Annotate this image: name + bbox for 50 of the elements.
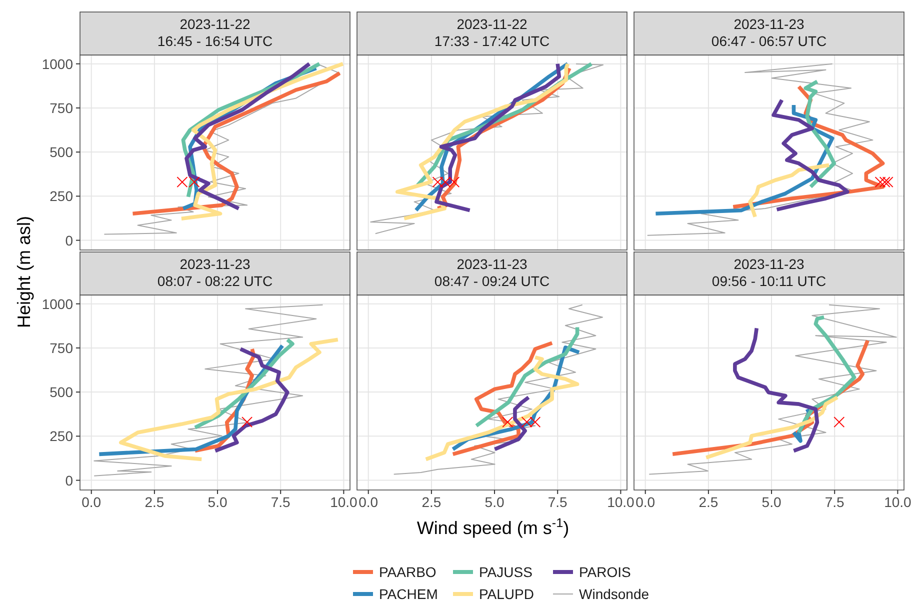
x-tick-label: 5.0 xyxy=(484,494,504,510)
chart-subtitle: 08:47 - 09:24 UTC xyxy=(434,273,550,289)
x-tick-label: 0.0 xyxy=(636,494,656,510)
chart-subtitle: 06:47 - 06:57 UTC xyxy=(711,33,827,49)
y-tick-label: 1000 xyxy=(42,56,74,72)
chart-title: 2023-11-23 xyxy=(456,256,528,272)
x-tick-label: 10.0 xyxy=(330,494,358,510)
y-tick-label: 0 xyxy=(65,472,74,488)
line-series xyxy=(118,338,340,462)
legend-label: PAJUSS xyxy=(479,564,532,580)
y-tick-label: 750 xyxy=(50,100,74,116)
chart-subtitle: 16:45 - 16:54 UTC xyxy=(157,33,273,49)
x-tick-label: 5.0 xyxy=(762,494,782,510)
line-series xyxy=(180,62,345,220)
x-tick-label: 5.0 xyxy=(208,494,228,510)
x-tick-label: 10.0 xyxy=(884,494,912,510)
chart-title: 2023-11-23 xyxy=(180,256,250,272)
line-series xyxy=(213,347,290,453)
line-series xyxy=(94,304,324,476)
chart-title: 2023-11-23 xyxy=(734,16,804,32)
x-tick-label: 10.0 xyxy=(607,494,635,510)
legend-label: PAARBO xyxy=(379,564,436,580)
x-tick-label: 0.0 xyxy=(82,494,102,510)
chart-title: 2023-11-23 xyxy=(734,256,804,272)
y-tick-label: 1000 xyxy=(42,296,74,312)
y-tick-label: 750 xyxy=(50,340,74,356)
x-tick-label: 7.5 xyxy=(270,494,291,510)
y-axis-title: Height (m asl) xyxy=(14,216,34,328)
y-tick-label: 250 xyxy=(50,428,74,444)
chart-subtitle: 17:33 - 17:42 UTC xyxy=(434,33,550,49)
line-series xyxy=(130,71,342,216)
chart-title: 2023-11-22 xyxy=(180,16,250,32)
chart-subtitle: 08:07 - 08:22 UTC xyxy=(157,273,273,289)
legend-label: PAROIS xyxy=(579,564,631,580)
chart-subtitle: 09:56 - 10:11 UTC xyxy=(712,273,826,289)
x-axis-title: Wind speed (m s$^{-1}$) xyxy=(416,516,570,538)
y-tick-label: 250 xyxy=(50,188,74,204)
x-tick-label: 2.5 xyxy=(698,494,718,510)
y-tick-label: 500 xyxy=(50,384,74,400)
legend-label: PALUPD xyxy=(479,586,534,602)
x-tick-label: 0.0 xyxy=(358,494,378,510)
x-tick-label: 7.5 xyxy=(548,494,568,510)
chart-title: 2023-11-22 xyxy=(456,16,528,32)
y-tick-label: 500 xyxy=(50,144,74,160)
legend-label: Windsonde xyxy=(579,586,650,602)
y-tick-label: 0 xyxy=(65,232,74,248)
x-tick-label: 2.5 xyxy=(144,494,164,510)
x-tick-label: 2.5 xyxy=(422,494,442,510)
legend-label: PACHEM xyxy=(379,586,438,602)
x-tick-label: 7.5 xyxy=(824,494,845,510)
